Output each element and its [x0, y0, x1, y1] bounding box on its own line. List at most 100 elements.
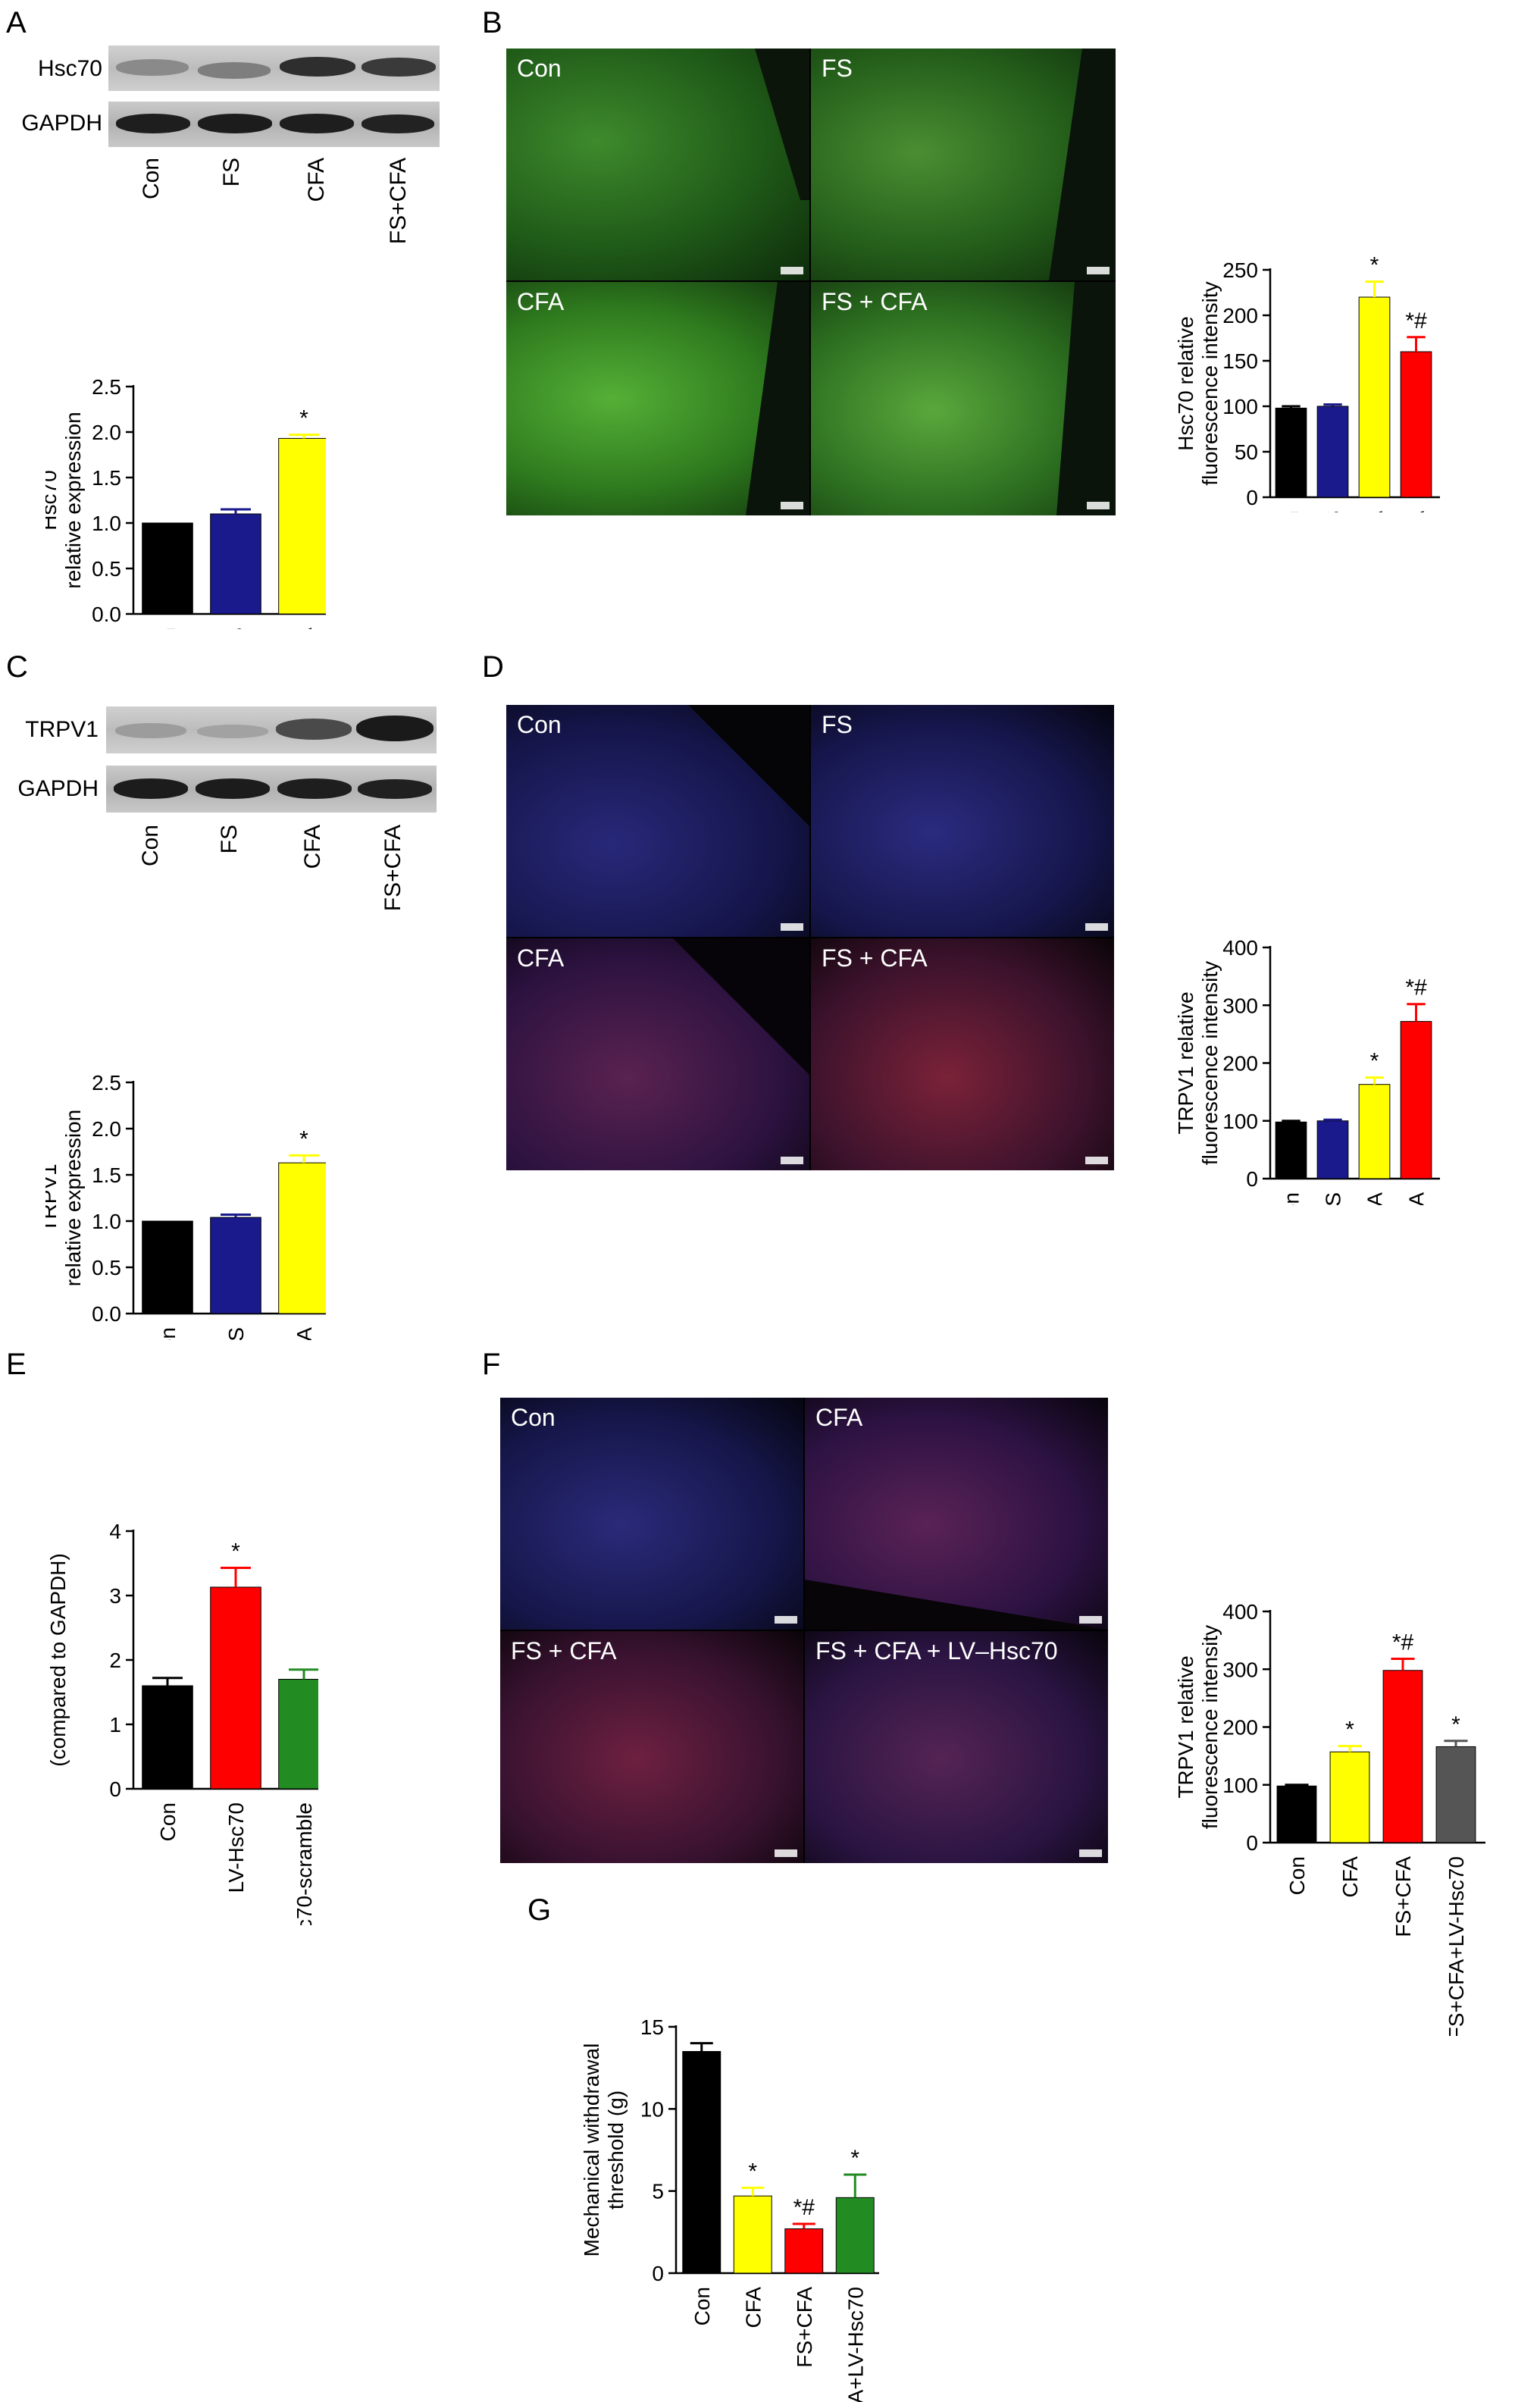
blot-c-lane-label: FS+CFA — [380, 825, 405, 911]
y-tick-label: 1.5 — [92, 1163, 121, 1187]
micrograph-d: Con FS CFA FS + CFA — [506, 705, 1114, 1170]
x-tick-label: Hsc70-scramble — [293, 1802, 316, 1925]
panel-letter-b: B — [482, 6, 502, 39]
y-tick-label: 0 — [1246, 1831, 1258, 1855]
micrograph-d-label-fs-cfa: FS + CFA — [822, 944, 928, 972]
micrograph-b-tile-con: Con — [506, 49, 809, 280]
x-tick-label: FS+CFA — [793, 2287, 816, 2368]
micrograph-b-label-fs: FS — [822, 55, 853, 82]
significance-mark: * — [1451, 1712, 1460, 1737]
significance-mark: *# — [1405, 976, 1427, 1001]
y-tick-label: 1.0 — [92, 512, 121, 535]
bar-fs-cfa-lv-hsc70 — [835, 2197, 875, 2274]
blot-c-lane-labels: Con FS CFA FS+CFA — [138, 825, 405, 911]
bar-lv-hsc70 — [210, 1586, 261, 1790]
micrograph-f-tile-fs-cfa: FS + CFA — [500, 1631, 803, 1863]
y-tick-label: 0.0 — [92, 603, 121, 626]
y-axis-label-line: relative expression — [61, 1110, 85, 1286]
significance-mark: *# — [1405, 308, 1427, 334]
y-tick-label: 400 — [1222, 1600, 1258, 1624]
micrograph-b-label-fs-cfa: FS + CFA — [822, 288, 928, 315]
y-axis-label-line: fluorescence intensity — [1198, 961, 1222, 1165]
blot-a-row-label-hsc70: Hsc70 — [37, 56, 102, 81]
panel-letter-e: E — [6, 1348, 27, 1381]
panel-letter-g: G — [527, 1893, 552, 1927]
y-axis-label: Hsc70 relative expression — [45, 412, 85, 588]
panel-letter-d: D — [482, 650, 504, 684]
y-tick-label: 0.5 — [92, 557, 121, 581]
blot-c-lane-label: FS — [217, 825, 242, 853]
bar-con — [142, 1220, 193, 1314]
y-tick-label: 400 — [1222, 936, 1258, 960]
x-tick-label: Con — [1280, 511, 1304, 512]
micrograph-d-label-fs: FS — [822, 711, 853, 738]
y-axis-label-line: relative expression — [61, 412, 85, 588]
y-tick-label: 0 — [1246, 1167, 1258, 1191]
significance-mark: * — [1345, 1718, 1354, 1743]
bar-fs-cfa — [1400, 351, 1432, 498]
chart-f-trpv1-fluorescence: 0 100 200 300 400 Con * CFA *# FS+CFA * FS+CFA+LV-H… — [1174, 1600, 1485, 2036]
y-tick-label: 300 — [1222, 994, 1258, 1017]
micrograph-d-tile-fs: FS — [811, 705, 1114, 937]
micrograph-b-label-cfa: CFA — [517, 288, 565, 315]
y-tick-label: 0 — [652, 2262, 664, 2285]
y-axis-label-line: fluorescence intensity — [1198, 1625, 1222, 1829]
blot-c-row-label-trpv1: TRPV1 — [25, 717, 99, 742]
significance-mark: *# — [1392, 1630, 1414, 1655]
x-tick-label: FS+CFA — [1405, 511, 1429, 512]
y-tick-label: 50 — [1235, 440, 1258, 464]
bar-cfa — [1329, 1751, 1370, 1843]
bar-cfa — [278, 437, 326, 615]
y-tick-label: 250 — [1222, 258, 1258, 282]
y-axis-label-line: fluorescence intensity — [1198, 281, 1222, 485]
y-tick-label: 200 — [1222, 1052, 1258, 1076]
significance-mark: * — [299, 406, 308, 431]
y-tick-label: 0.0 — [92, 1302, 121, 1326]
blot-a-lane-labels: Con FS CFA FS+CFA — [139, 158, 411, 244]
blot-a-lane-label: FS — [219, 158, 244, 186]
micrograph-f-label-con: Con — [511, 1404, 556, 1431]
y-axis-label-line: TRPV1 relative — [1174, 1655, 1197, 1798]
micrograph-d-label-con: Con — [517, 711, 562, 738]
y-axis-label-line: Hsc70 relative — [1174, 316, 1197, 450]
significance-mark: * — [748, 2159, 757, 2184]
micrograph-d-label-cfa: CFA — [517, 944, 565, 972]
x-tick-label: FS — [224, 628, 248, 629]
panel-letter-a: A — [6, 6, 27, 39]
micrograph-b-tile-fs: FS — [811, 49, 1116, 280]
y-tick-label: 15 — [640, 2015, 664, 2039]
x-tick-label: CFA — [741, 2287, 765, 2328]
micrograph-d-tile-cfa: CFA — [506, 938, 809, 1170]
bar-con — [142, 1685, 193, 1790]
x-tick-label: Con — [156, 1327, 180, 1340]
micrograph-b-tile-cfa: CFA — [506, 282, 809, 515]
micrograph-f: Con CFA FS + CFA FS + CFA + LV–Hsc70 — [500, 1398, 1108, 1863]
y-axis-label-line: TRPV1 relative — [1174, 991, 1197, 1134]
blot-a-lane-label: FS+CFA — [386, 158, 411, 244]
y-tick-label: 0 — [1246, 486, 1258, 509]
y-tick-label: 100 — [1222, 1774, 1258, 1797]
blot-c-lane-label: Con — [138, 825, 163, 866]
x-tick-label: FS+CFA — [1391, 1856, 1415, 1937]
micrograph-d-tile-con: Con — [506, 705, 809, 937]
x-tick-label: FS — [1322, 1192, 1345, 1205]
bar-cfa — [1358, 296, 1391, 498]
micrograph-f-tile-con: Con — [500, 1398, 803, 1630]
panel-letter-f: F — [482, 1348, 501, 1381]
y-tick-label: 2 — [109, 1649, 121, 1672]
y-tick-label: 300 — [1222, 1658, 1258, 1681]
bar-con — [1275, 1121, 1307, 1179]
y-tick-label: 3 — [109, 1584, 121, 1608]
bar-fs — [1316, 1120, 1349, 1179]
significance-mark: * — [231, 1539, 240, 1564]
micrograph-f-label-fs-cfa: FS + CFA — [511, 1637, 617, 1664]
significance-mark: *# — [793, 2195, 815, 2220]
blot-a-lane-label: CFA — [304, 158, 329, 202]
chart-c-trpv1-relative-expression: 0.00.51.01.52.02.5ConFS*CFA*#FS+CFATRPV1… — [45, 1071, 326, 1340]
chart-a-hsc70-relative-expression: 0.00.51.01.52.02.5ConFS*CFA*#FS+CFAHsc70… — [45, 375, 326, 629]
x-tick-label: Con — [1285, 1856, 1309, 1895]
micrograph-b-tile-fs-cfa: FS + CFA — [811, 282, 1116, 515]
y-axis-label: TRPV1 relative fluorescence intensity — [1174, 1625, 1222, 1829]
y-tick-label: 10 — [640, 2097, 664, 2121]
y-tick-label: 100 — [1222, 395, 1258, 418]
